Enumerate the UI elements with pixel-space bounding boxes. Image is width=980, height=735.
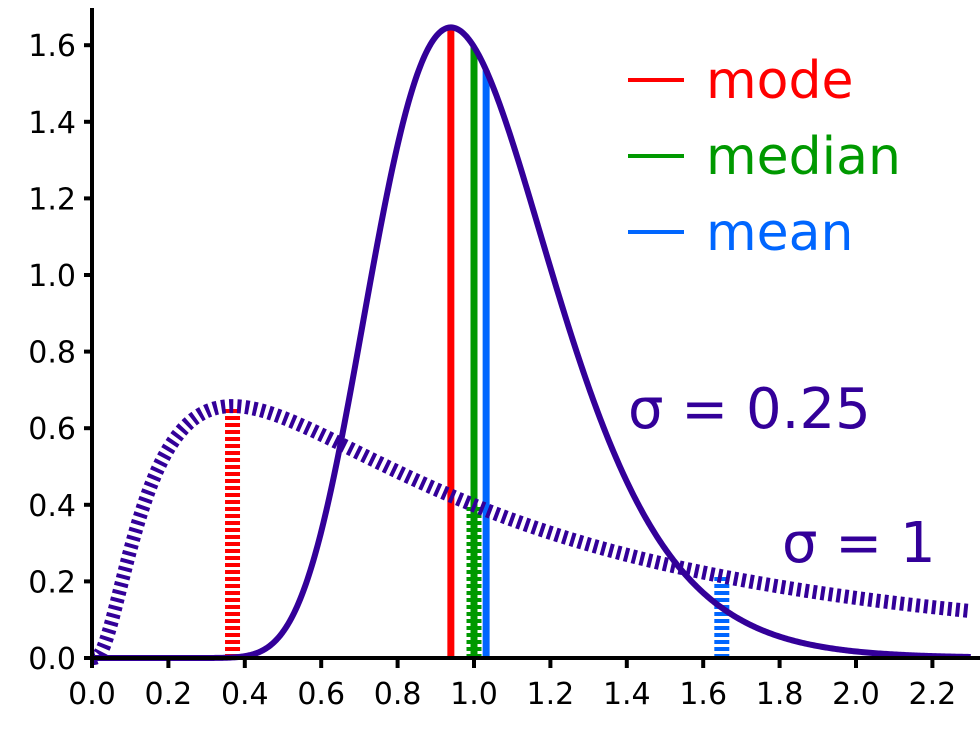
x-tick-label: 0.0 <box>68 677 116 712</box>
sigma-025-label: σ = 0.25 <box>628 377 871 442</box>
legend-label-median: median <box>706 127 901 187</box>
x-tick-label: 0.2 <box>145 677 193 712</box>
axes: 0.0 0.2 0.4 0.6 0.8 1.0 1.2 1.4 1.6 1.8 2.0 2.2 0.0 0… <box>28 8 980 712</box>
y-tick-label: 0.4 <box>28 489 76 524</box>
sigma-1-label: σ = 1 <box>782 511 936 576</box>
y-tick-label: 1.2 <box>28 182 76 217</box>
y-tick-label: 0.8 <box>28 336 76 371</box>
y-tick-label: 0.2 <box>28 565 76 600</box>
y-tick-label: 1.4 <box>28 106 76 141</box>
x-tick-label: 1.8 <box>756 677 804 712</box>
x-tick-label: 1.0 <box>450 677 498 712</box>
x-tick-label: 0.8 <box>374 677 422 712</box>
legend-label-mode: mode <box>706 51 853 111</box>
y-tick-label: 1.6 <box>28 29 76 64</box>
x-tick-label: 1.2 <box>527 677 575 712</box>
x-tick-label: 1.4 <box>603 677 651 712</box>
y-tick-label: 0.6 <box>28 412 76 447</box>
y-tick-label: 0.0 <box>28 642 76 677</box>
x-tick-label: 2.2 <box>909 677 957 712</box>
legend: mode median mean <box>628 51 901 263</box>
x-tick-label: 1.6 <box>679 677 727 712</box>
legend-label-mean: mean <box>706 203 853 263</box>
curve-sigma-1 <box>86 399 977 665</box>
annotations: σ = 0.25 σ = 1 <box>628 377 936 576</box>
y-tick-label: 1.0 <box>28 259 76 294</box>
x-tick-label: 0.4 <box>221 677 269 712</box>
x-tick-label: 2.0 <box>832 677 880 712</box>
x-tick-label: 0.6 <box>297 677 345 712</box>
